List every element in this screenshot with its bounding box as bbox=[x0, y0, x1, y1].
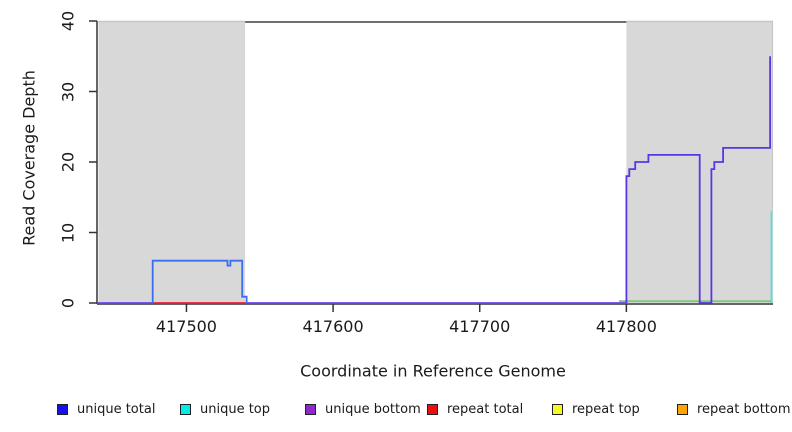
legend-label: repeat top bbox=[572, 401, 640, 417]
legend-swatch-icon bbox=[57, 403, 68, 415]
y-tick-label: 0 bbox=[58, 297, 78, 309]
legend-item-repeat-total: repeat total bbox=[427, 401, 523, 417]
legend-item-unique-bottom: unique bottom bbox=[305, 401, 421, 417]
x-tick-label: 417600 bbox=[302, 317, 364, 336]
x-tick-label: 417700 bbox=[449, 317, 511, 336]
legend-swatch-icon bbox=[305, 403, 316, 415]
legend-swatch-icon bbox=[677, 403, 688, 415]
x-axis-title: Coordinate in Reference Genome bbox=[300, 361, 566, 381]
series-unique-right-steps bbox=[625, 56, 771, 304]
legend-swatch-icon bbox=[552, 403, 563, 415]
legend-item-repeat-bottom: repeat bottom bbox=[677, 401, 791, 417]
series-unique-total-left-block bbox=[151, 259, 248, 303]
legend-item-unique-top: unique top bbox=[180, 401, 270, 417]
legend-label: unique bottom bbox=[325, 401, 421, 417]
legend-swatch-icon bbox=[427, 403, 438, 415]
y-tick-label: 20 bbox=[58, 151, 78, 173]
legend-label: unique total bbox=[77, 401, 156, 417]
legend-label: unique top bbox=[200, 401, 271, 417]
y-tick-label: 10 bbox=[58, 222, 78, 243]
legend-label: repeat bottom bbox=[697, 401, 791, 417]
legend-item-repeat-top: repeat top bbox=[552, 401, 640, 417]
y-tick-label: 30 bbox=[58, 81, 78, 102]
x-tick-label: 417800 bbox=[595, 317, 657, 336]
legend-swatch-icon bbox=[180, 403, 191, 415]
legend-label: repeat total bbox=[447, 401, 524, 417]
shaded-region-left bbox=[98, 21, 246, 303]
legend-item-unique-total: unique total bbox=[57, 401, 155, 417]
y-tick-label: 40 bbox=[58, 10, 78, 32]
y-axis-title: Read Coverage Depth bbox=[19, 70, 39, 246]
x-tick-label: 417500 bbox=[155, 317, 217, 336]
